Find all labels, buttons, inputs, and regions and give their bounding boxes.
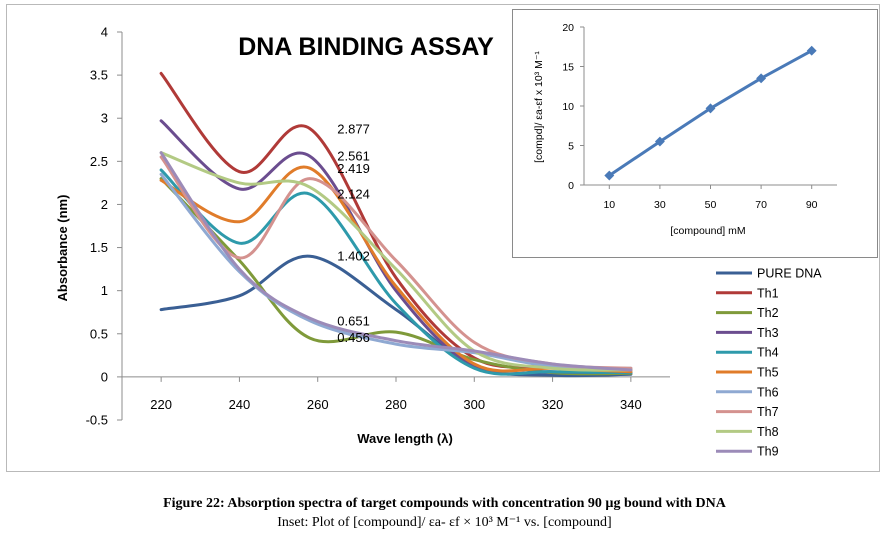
chart-title: DNA BINDING ASSAY	[238, 33, 494, 61]
data-label: 2.124	[337, 186, 370, 201]
y-tick-label: -0.5	[86, 413, 108, 428]
y-tick-label: 3.5	[90, 68, 108, 83]
y-tick-label: 3	[101, 111, 108, 126]
data-label: 1.402	[337, 249, 370, 264]
inset-y-tick-label: 0	[568, 180, 574, 192]
inset-data-point	[756, 73, 767, 84]
x-tick-label: 280	[385, 397, 407, 412]
inset-chart: 0 5 10 15 20 10 30 50 70 90 [compd]/ εa-εf x 10³ …	[512, 9, 878, 258]
inset-x-tick-label: 30	[654, 199, 666, 211]
legend-label: Th2	[757, 306, 779, 320]
series-line-th6	[159, 172, 633, 370]
x-axis-title: Wave length (λ)	[357, 431, 453, 446]
inset-caption: Inset: Plot of [compound]/ εa- εf × 10³ …	[277, 515, 612, 530]
inset-x-tick-label: 70	[755, 199, 767, 211]
y-tick-label: 1.5	[90, 240, 108, 255]
series-line-th9	[159, 151, 633, 372]
x-tick-label: 300	[463, 397, 485, 412]
x-tick-label: 340	[620, 397, 642, 412]
legend-label: Th6	[757, 385, 779, 399]
x-tick-label: 260	[307, 397, 329, 412]
x-tick-label: 220	[150, 397, 172, 412]
data-label: 2.877	[337, 121, 370, 136]
inset-y-tick-label: 10	[562, 101, 574, 113]
legend-label: Th3	[757, 326, 779, 340]
series-line-th8	[159, 151, 633, 372]
inset-y-axis-title: [compd]/ εa-εf x 10³ M⁻¹	[533, 51, 545, 163]
legend-label: Th9	[757, 445, 779, 459]
y-tick-label: 0.5	[90, 326, 108, 341]
inset-y-tick-label: 5	[568, 141, 574, 153]
inset-data-point	[705, 103, 716, 114]
inset-x-tick-label: 10	[603, 199, 615, 211]
inset-x-tick-label: 50	[705, 199, 717, 211]
x-tick-label: 320	[542, 397, 564, 412]
data-label: 0.456	[337, 330, 370, 345]
legend-label: Th7	[757, 405, 779, 419]
y-tick-label: 1	[101, 283, 108, 298]
inset-plot-area: 0 5 10 15 20 10 30 50 70 90	[562, 22, 837, 211]
y-tick-label: 2.5	[90, 154, 108, 169]
inset-x-tick-label: 90	[806, 199, 818, 211]
data-label: 2.419	[337, 161, 370, 176]
legend-label: PURE DNA	[757, 267, 822, 281]
y-tick-label: 0	[101, 369, 108, 384]
legend-label: Th5	[757, 366, 779, 380]
inset-data-point	[654, 136, 665, 147]
legend-label: Th1	[757, 286, 779, 300]
data-label: 2.561	[337, 149, 370, 164]
y-axis-title: Absorbance (nm)	[55, 195, 70, 302]
series-line-pure-dna	[159, 254, 633, 378]
legend: PURE DNA Th1 Th2 Th3 Th4 Th5 Th6 Th7 Th8 Th9	[716, 267, 822, 459]
inset-y-tick-label: 20	[562, 22, 574, 34]
legend-label: Th4	[757, 346, 779, 360]
y-tick-label: 2	[101, 197, 108, 212]
inset-x-axis-title: [compound] mM	[670, 225, 745, 237]
main-chart: DNA BINDING ASSAY 4 3.5 3 2.5 2 1.5 1 0.5 0 -0.5 2…	[6, 4, 880, 472]
inset-y-tick-label: 15	[562, 62, 574, 74]
legend-label: Th8	[757, 425, 779, 439]
inset-data-point	[806, 45, 817, 56]
y-tick-label: 4	[101, 25, 108, 40]
figure-caption: Figure 22: Absorption spectra of target …	[163, 496, 726, 511]
inset-frame	[512, 9, 878, 258]
data-label: 0.651	[337, 313, 370, 328]
chart-frame	[6, 4, 880, 472]
inset-data-point	[604, 170, 615, 181]
series-line-th4	[159, 168, 633, 376]
x-tick-label: 240	[229, 397, 251, 412]
